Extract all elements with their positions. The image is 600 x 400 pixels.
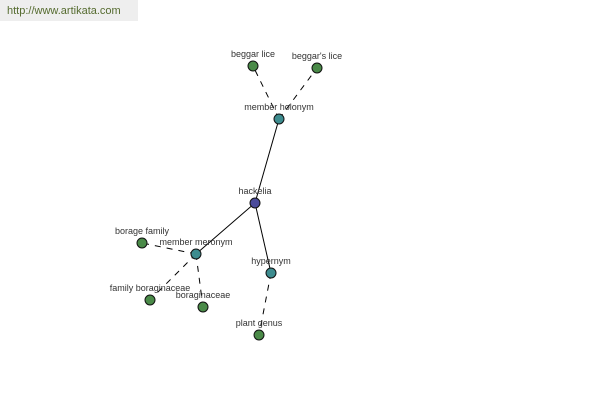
node-label-family_boraginaceae: family boraginaceae [110, 283, 191, 293]
node-label-beggars_lice: beggar's lice [292, 51, 342, 61]
edge-holonym-beggars_lice [278, 67, 318, 120]
node-holonym[interactable] [273, 113, 285, 125]
node-hypernym[interactable] [265, 267, 277, 279]
edge-meronym-borage_family [141, 242, 197, 255]
node-label-hackelia: hackelia [238, 186, 271, 196]
node-label-borage_family: borage family [115, 226, 170, 236]
edge-meronym-boraginaceae [195, 253, 204, 308]
watermark-bar: http://www.artikata.com [0, 0, 138, 21]
node-beggars_lice[interactable] [311, 62, 323, 74]
watermark-url[interactable]: http://www.artikata.com [7, 5, 121, 17]
edge-hypernym-plant_genus [258, 272, 272, 336]
node-label-hypernym: hypernym [251, 256, 291, 266]
node-beggar_lice[interactable] [247, 60, 259, 72]
node-plant_genus[interactable] [253, 329, 265, 341]
edge-hackelia-hypernym [254, 202, 272, 274]
node-meronym[interactable] [190, 248, 202, 260]
node-label-plant_genus: plant genus [236, 318, 283, 328]
edge-hackelia-meronym [195, 202, 256, 255]
node-borage_family[interactable] [136, 237, 148, 249]
node-family_boraginaceae[interactable] [144, 294, 156, 306]
node-label-holonym: member holonym [244, 102, 314, 112]
node-label-beggar_lice: beggar lice [231, 49, 275, 59]
edge-holonym-beggar_lice [252, 65, 280, 120]
node-label-meronym: member meronym [159, 237, 232, 247]
node-label-boraginaceae: boraginaceae [176, 290, 231, 300]
edge-hackelia-holonym [254, 118, 280, 204]
node-boraginaceae[interactable] [197, 301, 209, 313]
node-hackelia[interactable] [249, 197, 261, 209]
